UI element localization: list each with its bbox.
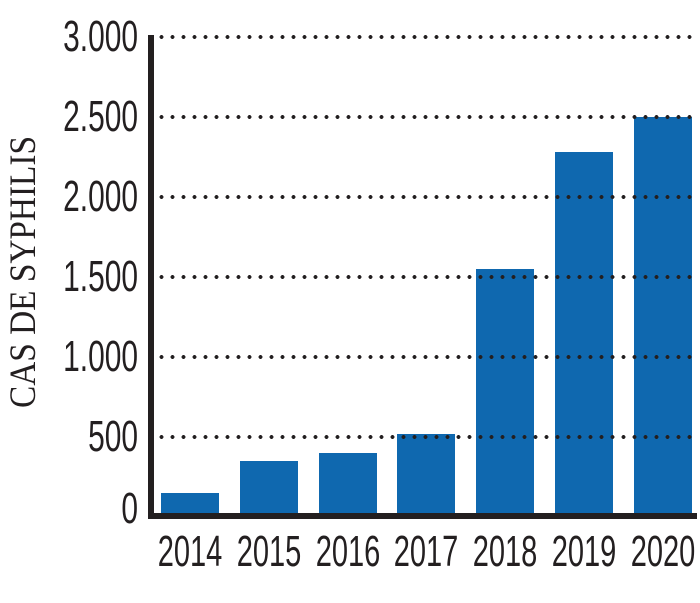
y-tick-label-2500: 2.500 [63,92,138,141]
y-tick-label-1500: 1.500 [63,252,138,301]
bar-2020 [633,117,692,517]
plot-area [154,37,697,517]
y-tick-label-2000: 2.000 [63,172,138,221]
x-tick-label-2015: 2015 [236,527,302,576]
y-axis-line [148,35,154,519]
y-tick-label-1000: 1.000 [63,332,138,381]
x-axis-line [148,513,697,519]
y-tick-label-3000: 3.000 [63,12,138,61]
gridline-1000 [156,355,695,359]
gridline-2000 [156,195,695,199]
x-tick-label-2016: 2016 [315,527,380,576]
bar-2019 [555,152,613,517]
bar-2016 [318,453,377,517]
x-tick-label-2014: 2014 [157,527,223,576]
x-tick-label-2017: 2017 [394,527,459,576]
x-tick-label-2018: 2018 [472,527,538,576]
bar-2017 [397,434,456,517]
bar-2018 [476,269,535,517]
x-tick-label-2019: 2019 [551,527,617,576]
bar-2015 [239,461,298,517]
y-tick-label-500: 500 [88,412,138,461]
y-tick-label-0: 0 [121,484,138,533]
gridline-1500 [156,275,695,279]
gridline-500 [156,435,695,439]
x-tick-label-2020: 2020 [630,527,696,576]
gridline-2500 [156,115,695,119]
gridline-3000 [156,35,695,39]
